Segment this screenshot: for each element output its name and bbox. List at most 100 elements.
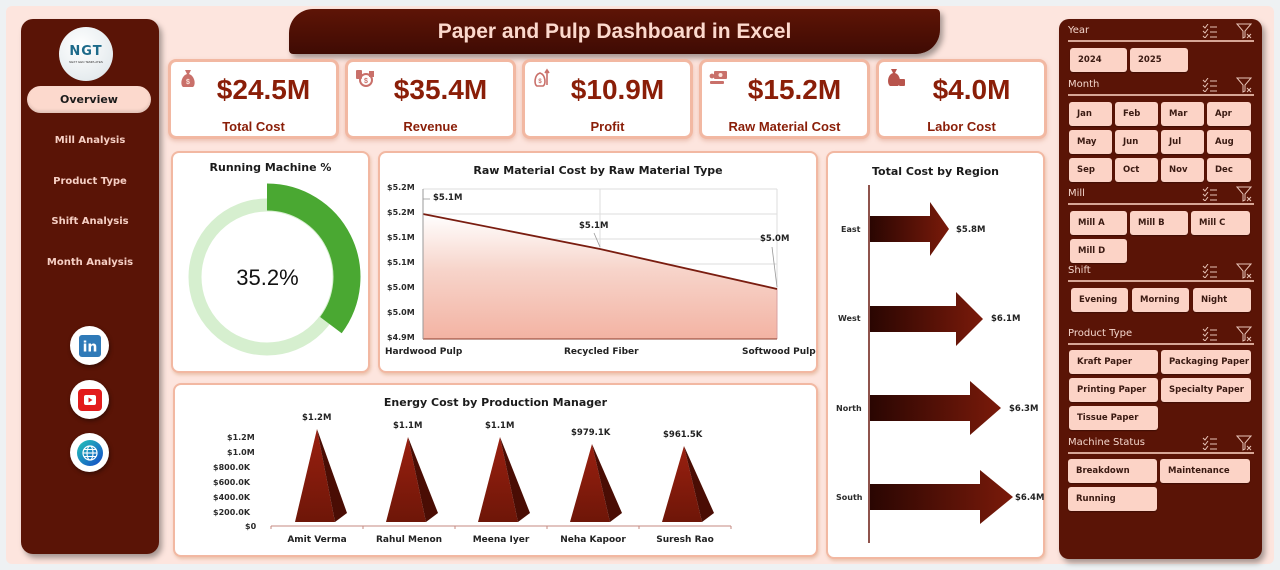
slicer-option-maintenance[interactable]: Maintenance [1160,459,1250,483]
kpi-value: $10.9M [570,74,665,105]
clear-filter-icon[interactable] [1236,263,1252,279]
youtube-button[interactable] [70,380,109,419]
clear-filter-icon[interactable] [1236,23,1252,39]
multi-select-icon[interactable] [1202,327,1218,341]
region-label: North [836,404,862,413]
x-category: Neha Kapoor [560,535,626,545]
gauge-value: 35.2% [236,265,299,290]
slicer-option-jul[interactable]: Jul [1161,130,1204,154]
y-tick: $400.0K [213,493,251,502]
dashboard-title-bar: Paper and Pulp Dashboard in Excel [289,9,940,54]
slicer-option-printing-paper[interactable]: Printing Paper [1069,378,1158,402]
slicer-option-kraft-paper[interactable]: Kraft Paper [1069,350,1158,374]
website-button[interactable] [70,433,109,472]
slicer-option-2024[interactable]: 2024 [1070,48,1127,72]
slicer-option-night[interactable]: Night [1193,288,1251,312]
region-cost-chart-panel: Total Cost by Region East West North Sou… [826,151,1045,559]
slicer-option-morning[interactable]: Morning [1132,288,1189,312]
raw-material-icon [709,71,727,84]
x-category: Meena Iyer [472,535,530,545]
slicer-option-tissue-paper[interactable]: Tissue Paper [1069,406,1158,430]
slicer-option-dec[interactable]: Dec [1207,158,1251,182]
slicer-option-packaging-paper[interactable]: Packaging Paper [1161,350,1251,374]
slicer-option-running[interactable]: Running [1068,487,1157,511]
energy-cost-chart-panel: Energy Cost by Production Manager [173,383,818,557]
kpi-label: Raw Material Cost [728,119,841,134]
kpi-label: Revenue [403,119,458,134]
slicer-option-aug[interactable]: Aug [1207,130,1251,154]
svg-text:in: in [82,339,97,355]
slicer-option-oct[interactable]: Oct [1115,158,1158,182]
slicer-option-may[interactable]: May [1069,130,1112,154]
linkedin-button[interactable]: in [70,326,109,365]
slicer-title: Mill [1068,188,1085,199]
kpi-card-raw-material-cost: $15.2M Raw Material Cost [699,59,870,139]
youtube-icon [77,388,102,411]
data-label: $5.0M [760,234,790,244]
clear-filter-icon[interactable] [1236,77,1252,93]
multi-select-icon[interactable] [1202,187,1218,201]
y-tick: $0 [245,522,257,531]
arrow-bar-chart [868,185,1013,543]
logo-subtitle: NEXT GEN TEMPLATES [69,60,103,64]
multi-select-icon[interactable] [1202,24,1218,38]
clear-filter-icon[interactable] [1236,186,1252,202]
data-label: $961.5K [663,430,703,440]
region-arrows [870,202,1013,524]
data-label: $5.1M [579,221,609,231]
slicer-option-feb[interactable]: Feb [1115,102,1158,126]
slicer-option-mill-c[interactable]: Mill C [1191,211,1250,235]
pyramid-chart [270,429,732,529]
nav-item-shift-analysis[interactable]: Shift Analysis [51,216,129,227]
nav-item-product-type[interactable]: Product Type [53,176,127,187]
x-category: Suresh Rao [656,535,714,545]
multi-select-icon[interactable] [1202,78,1218,92]
x-category: Rahul Menon [375,535,443,545]
data-label: $979.1K [571,428,611,438]
y-tick: $5.0M [387,283,415,292]
slicer-option-jan[interactable]: Jan [1069,102,1112,126]
multi-select-icon[interactable] [1202,436,1218,450]
data-label: $5.1M [433,193,463,203]
slicer-title: Product Type [1068,328,1133,339]
slicer-header-mill: Mill [1068,185,1254,205]
slicer-option-mill-b[interactable]: Mill B [1130,211,1188,235]
data-label: $1.2M [302,413,332,423]
kpi-value: $4.0M [932,74,1011,105]
slicer-option-nov[interactable]: Nov [1161,158,1204,182]
nav-item-month-analysis[interactable]: Month Analysis [46,257,134,268]
x-category: Recycled Fiber [564,347,639,357]
slicer-title: Machine Status [1068,437,1145,448]
slicer-option-jun[interactable]: Jun [1115,130,1158,154]
globe-icon [76,439,103,466]
y-tick: $5.2M [387,183,415,192]
slicer-option-2025[interactable]: 2025 [1130,48,1188,72]
nav-item-mill-analysis[interactable]: Mill Analysis [54,135,126,146]
x-category: Hardwood Pulp [385,347,463,357]
svg-text:$: $ [186,79,190,86]
slicer-option-sep[interactable]: Sep [1069,158,1112,182]
nav-item-overview[interactable]: Overview [27,86,151,113]
slicer-option-mill-a[interactable]: Mill A [1070,211,1127,235]
slicer-option-apr[interactable]: Apr [1207,102,1251,126]
slicer-option-breakdown[interactable]: Breakdown [1068,459,1157,483]
slicer-option-evening[interactable]: Evening [1071,288,1128,312]
y-tick: $5.1M [387,233,415,242]
y-tick: $4.9M [387,333,415,342]
clear-filter-icon[interactable] [1236,326,1252,342]
svg-text:$: $ [364,78,368,85]
clear-filter-icon[interactable] [1236,435,1252,451]
kpi-card-total-cost: $ $24.5M Total Cost [168,59,339,139]
region-label: South [836,493,863,502]
logo-text: NGT [69,44,103,59]
slicer-option-mar[interactable]: Mar [1161,102,1204,126]
y-tick: $600.0K [213,478,251,487]
slicer-option-specialty-paper[interactable]: Specialty Paper [1161,378,1251,402]
y-tick: $800.0K [213,463,251,472]
multi-select-icon[interactable] [1202,264,1218,278]
ngt-logo: NGT NEXT GEN TEMPLATES [59,27,113,81]
slicer-header-machine-status: Machine Status [1068,434,1254,454]
labor-cost-icon [888,69,905,86]
slicer-header-year: Year [1068,22,1254,42]
slicer-option-mill-d[interactable]: Mill D [1070,239,1127,263]
